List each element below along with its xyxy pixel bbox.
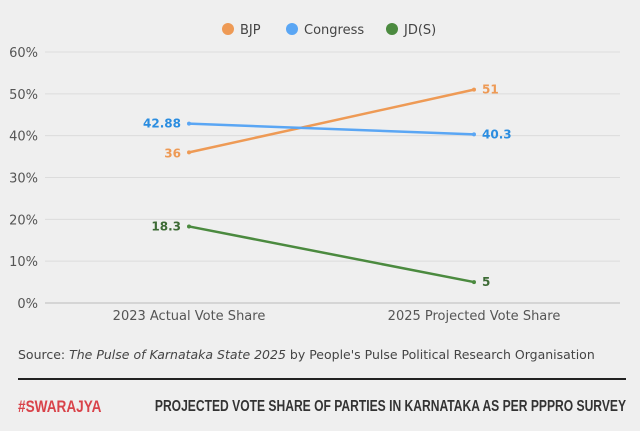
data-label: 42.88 <box>143 117 181 131</box>
y-tick-label: 60% <box>9 46 38 61</box>
x-tick-label: 2025 Projected Vote Share <box>388 309 561 324</box>
line-chart: 0% 10% 20% 30% 40% 50% 60% 2023 Actual Vote Sha… <box>9 23 620 324</box>
source-note: Source: The Pulse of Karnataka State 202… <box>18 347 595 362</box>
y-tick-label: 50% <box>9 88 38 103</box>
x-tick-label: 2023 Actual Vote Share <box>113 309 266 324</box>
source-title: The Pulse of Karnataka State 2025 <box>69 347 286 362</box>
data-point <box>472 280 476 285</box>
legend-marker <box>222 23 234 35</box>
data-point <box>472 132 476 137</box>
source-suffix: by People's Pulse Political Research Org… <box>285 347 595 362</box>
brand-logo: #SWARAJYA <box>18 397 102 416</box>
y-tick-label: 30% <box>9 172 38 187</box>
legend-label: JD(S) <box>403 23 436 38</box>
data-point <box>472 87 476 92</box>
y-tick-label: 10% <box>9 255 38 270</box>
chart-title: PROJECTED VOTE SHARE OF PARTIES IN KARNA… <box>154 398 626 415</box>
legend-label: BJP <box>240 23 261 38</box>
data-label: 36 <box>164 146 181 160</box>
y-tick-label: 20% <box>9 213 38 228</box>
series-line <box>188 225 475 284</box>
legend-label: Congress <box>304 23 364 38</box>
data-label: 51 <box>482 83 499 97</box>
data-point <box>187 150 191 155</box>
data-point <box>187 121 191 126</box>
divider <box>18 378 626 380</box>
data-point <box>187 224 191 229</box>
legend-marker <box>386 23 398 35</box>
y-tick-label: 40% <box>9 130 38 145</box>
series-line <box>188 122 475 136</box>
data-label: 40.3 <box>482 127 512 141</box>
series-line <box>188 88 475 154</box>
data-label: 5 <box>482 275 490 289</box>
y-tick-label: 0% <box>17 297 38 312</box>
legend-marker <box>286 23 298 35</box>
data-label: 18.3 <box>151 219 181 233</box>
source-prefix: Source: <box>18 347 70 362</box>
